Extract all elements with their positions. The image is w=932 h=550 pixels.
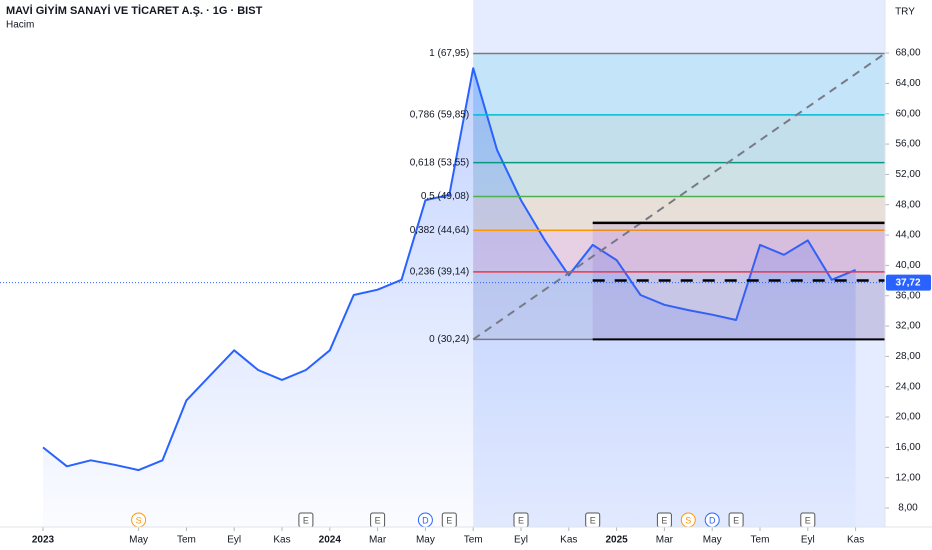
event-label: E xyxy=(590,515,596,525)
event-label: E xyxy=(805,515,811,525)
fib-label: 1 (67,95) xyxy=(429,48,469,59)
event-marker: E xyxy=(441,512,457,528)
chart-title: MAVİ GİYİM SANAYİ VE TİCARET A.Ş. · 1G ·… xyxy=(6,4,263,17)
y-tick-label: 44,00 xyxy=(895,230,920,241)
event-label: E xyxy=(733,515,739,525)
y-tick-label: 68,00 xyxy=(895,48,920,59)
y-tick-label: 48,00 xyxy=(895,199,920,210)
chart-subtitle: Hacim xyxy=(6,20,34,31)
price-area xyxy=(43,68,856,527)
event-label: E xyxy=(375,515,381,525)
x-tick-label: Eyl xyxy=(801,535,815,546)
fib-label: 0 (30,24) xyxy=(429,334,469,345)
x-tick-label: May xyxy=(416,535,435,546)
fib-band xyxy=(473,196,885,231)
fib-band xyxy=(473,162,885,197)
fib-label: 0,618 (53,55) xyxy=(410,157,470,168)
fib-band xyxy=(473,53,885,115)
event-marker: E xyxy=(298,512,314,528)
y-tick-label: 64,00 xyxy=(895,78,920,89)
y-tick-label: 8,00 xyxy=(898,503,918,514)
event-marker: E xyxy=(800,512,816,528)
event-label: E xyxy=(518,515,524,525)
y-tick-label: 24,00 xyxy=(895,381,920,392)
y-tick-label: 56,00 xyxy=(895,139,920,150)
event-label: E xyxy=(303,515,309,525)
y-tick-label: 16,00 xyxy=(895,442,920,453)
y-tick-label: 32,00 xyxy=(895,321,920,332)
fib-label: 0,5 (49,08) xyxy=(421,191,469,202)
x-tick-label: Kas xyxy=(847,535,864,546)
x-tick-label: Kas xyxy=(560,535,577,546)
fib-label: 0,382 (44,64) xyxy=(410,225,470,236)
x-tick-label: Eyl xyxy=(514,535,528,546)
event-label: E xyxy=(446,515,452,525)
x-tick-label: May xyxy=(129,535,148,546)
y-tick-label: 40,00 xyxy=(895,260,920,271)
y-tick-label: 12,00 xyxy=(895,472,920,483)
y-tick-label: 28,00 xyxy=(895,351,920,362)
event-marker: E xyxy=(513,512,529,528)
event-marker: E xyxy=(585,512,601,528)
currency: TRY xyxy=(895,7,915,18)
x-tick-label: Tem xyxy=(177,535,196,546)
event-label: D xyxy=(422,515,429,525)
event-marker: S xyxy=(680,512,696,528)
x-tick-label: Tem xyxy=(751,535,770,546)
event-marker: E xyxy=(370,512,386,528)
last-price-box xyxy=(886,274,931,291)
event-label: S xyxy=(685,515,691,525)
fib-label: 0,236 (39,14) xyxy=(410,267,470,278)
price-line xyxy=(42,67,856,472)
y-tick-label: 52,00 xyxy=(895,169,920,180)
x-tick-label: Kas xyxy=(273,535,290,546)
last-price-label: 37,72 xyxy=(895,277,920,288)
y-tick-label: 36,00 xyxy=(895,290,920,301)
x-tick-label: Tem xyxy=(464,535,483,546)
event-marker: D xyxy=(417,512,433,528)
event-label: E xyxy=(661,515,667,525)
event-marker: D xyxy=(704,512,720,528)
x-tick-label: 2023 xyxy=(32,535,55,546)
x-tick-label: 2025 xyxy=(605,535,628,546)
event-marker: E xyxy=(656,512,672,528)
x-tick-label: 2024 xyxy=(319,535,342,546)
x-tick-label: Eyl xyxy=(227,535,241,546)
y-tick-label: 60,00 xyxy=(895,108,920,119)
x-tick-label: May xyxy=(703,535,722,546)
x-tick-label: Mar xyxy=(656,535,674,546)
y-tick-label: 20,00 xyxy=(895,412,920,423)
event-label: D xyxy=(709,515,716,525)
x-tick-label: Mar xyxy=(369,535,387,546)
event-marker: S xyxy=(131,512,147,528)
event-label: S xyxy=(136,515,142,525)
fib-band xyxy=(473,114,885,163)
event-marker: E xyxy=(728,512,744,528)
fib-label: 0,786 (59,85) xyxy=(410,110,470,121)
